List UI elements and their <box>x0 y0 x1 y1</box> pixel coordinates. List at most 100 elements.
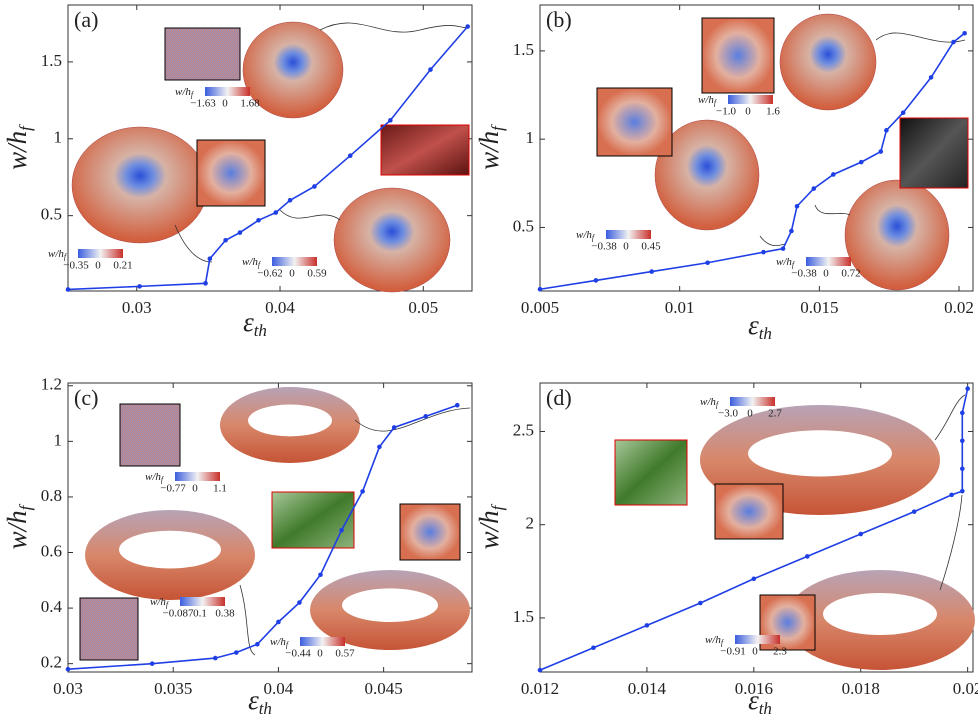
y-axis-label-sub: f <box>488 124 507 131</box>
colorbar <box>300 637 345 646</box>
x-tick-label: 0.03 <box>53 679 83 698</box>
y-tick-label: 1 <box>526 128 535 147</box>
y-tick-label: 0.5 <box>41 205 62 224</box>
y-axis-label-main: w/h <box>474 131 504 170</box>
colorbar-tick: −0.35 <box>63 260 89 272</box>
panel: 0.03 0.04 0.050.511.5w/hf−1.63 0 1.68w/hf−0.… <box>2 4 473 340</box>
colorbar-tick: 0 <box>289 268 295 280</box>
y-tick-label: 0.5 <box>513 216 534 235</box>
colorbar-tick: 0 <box>222 98 228 110</box>
y-tick-label: 0.6 <box>41 541 62 560</box>
x-axis-label-sub: th <box>259 699 272 718</box>
x-axis-label: εth <box>748 685 772 718</box>
colorbar <box>175 472 220 481</box>
colorbar-tick: −0.38 <box>591 241 617 253</box>
x-axis-label: εth <box>248 685 272 718</box>
colorbar-label: w/hf <box>576 229 596 242</box>
x-tick-label: 0.018 <box>842 679 880 698</box>
y-tick-label: 1.2 <box>41 375 62 394</box>
colorbar-tick: 1.6 <box>766 106 780 118</box>
zoom-inset <box>899 117 969 189</box>
data-point <box>256 217 261 223</box>
colorbar-tick: 0 <box>823 268 829 280</box>
colorbar-tick: 0 <box>192 483 198 495</box>
connector <box>319 22 469 33</box>
colorbar <box>728 95 773 104</box>
x-tick-label: 0.005 <box>521 298 559 317</box>
x-tick-label: 0.02 <box>944 298 974 317</box>
connector <box>934 394 966 441</box>
x-tick-label: 0.035 <box>154 679 192 698</box>
zoom-inset <box>196 139 266 207</box>
donut-inset <box>844 179 950 291</box>
colorbar-label-main: w/h <box>705 634 721 646</box>
colorbar-tick: 0 <box>752 646 758 658</box>
data-line <box>67 404 458 671</box>
data-point <box>761 249 766 255</box>
colorbar-label-sub: f <box>258 260 262 269</box>
panel-label: (d) <box>546 385 572 410</box>
y-axis-label-sub: f <box>16 124 35 131</box>
data-point <box>965 386 970 391</box>
colorbar-tick: −0.44 <box>285 648 311 660</box>
colorbar <box>272 257 317 266</box>
data-point <box>960 438 965 444</box>
data-point <box>698 600 703 606</box>
colorbar-tick: 0 <box>745 106 751 118</box>
data-point <box>811 186 817 191</box>
torus-hole <box>748 430 892 477</box>
torus-hole <box>119 530 221 569</box>
colorbar-label-main: w/h <box>48 248 64 260</box>
data-point <box>234 650 239 655</box>
colorbar-label-sub: f <box>161 475 165 484</box>
y-tick-label: 1.5 <box>513 607 534 626</box>
zoom-inset <box>596 87 673 157</box>
colorbar-label: w/hf <box>175 86 195 99</box>
data-point <box>149 661 155 666</box>
colorbar-tick: −1.63 <box>190 98 216 110</box>
colorbar-tick: 1.1 <box>213 483 227 495</box>
x-tick-label: 0.014 <box>628 679 667 698</box>
data-point <box>794 203 800 209</box>
data-point <box>276 619 281 625</box>
zoom-inset <box>119 403 181 467</box>
colorbar-label-sub: f <box>191 90 195 99</box>
y-axis-label: w/hf <box>474 503 507 549</box>
data-point <box>273 210 279 215</box>
data-point <box>388 118 393 123</box>
data-point <box>537 286 543 292</box>
colorbar-label-main: w/h <box>175 86 191 98</box>
data-line <box>539 388 969 671</box>
colorbar-label: w/hf <box>242 256 262 269</box>
x-tick-label: 0.03 <box>122 298 152 317</box>
colorbar-tick: −0.77 <box>160 483 186 495</box>
colorbar <box>735 635 780 644</box>
colorbar-label-sub: f <box>166 600 170 609</box>
colorbar <box>730 397 775 406</box>
donut-inset <box>333 187 451 293</box>
data-point <box>858 531 864 537</box>
data-point <box>287 197 293 203</box>
y-tick-label: 0.4 <box>41 597 63 616</box>
colorbar-tick: 1.68 <box>240 98 260 110</box>
colorbar-tick: 2.7 <box>768 408 782 420</box>
donut-inset <box>779 13 877 111</box>
colorbar <box>606 230 651 239</box>
data-point <box>428 67 433 72</box>
colorbar-label-sub: f <box>721 638 725 647</box>
data-point <box>312 184 317 189</box>
data-point <box>858 159 864 165</box>
colorbar-label-main: w/h <box>698 94 714 106</box>
x-axis-label: εth <box>243 307 267 340</box>
data-point <box>454 402 460 408</box>
data-point <box>360 489 365 494</box>
y-tick-label: 1 <box>54 128 63 147</box>
colorbar <box>78 249 123 258</box>
data-point <box>644 623 650 628</box>
colorbar-label-main: w/h <box>150 596 166 608</box>
colorbar-tick: 0.59 <box>307 268 327 280</box>
torus-hole <box>248 404 332 437</box>
colorbar-tick: 0 <box>747 408 753 420</box>
zoom-inset <box>614 439 688 506</box>
connector <box>354 407 471 432</box>
